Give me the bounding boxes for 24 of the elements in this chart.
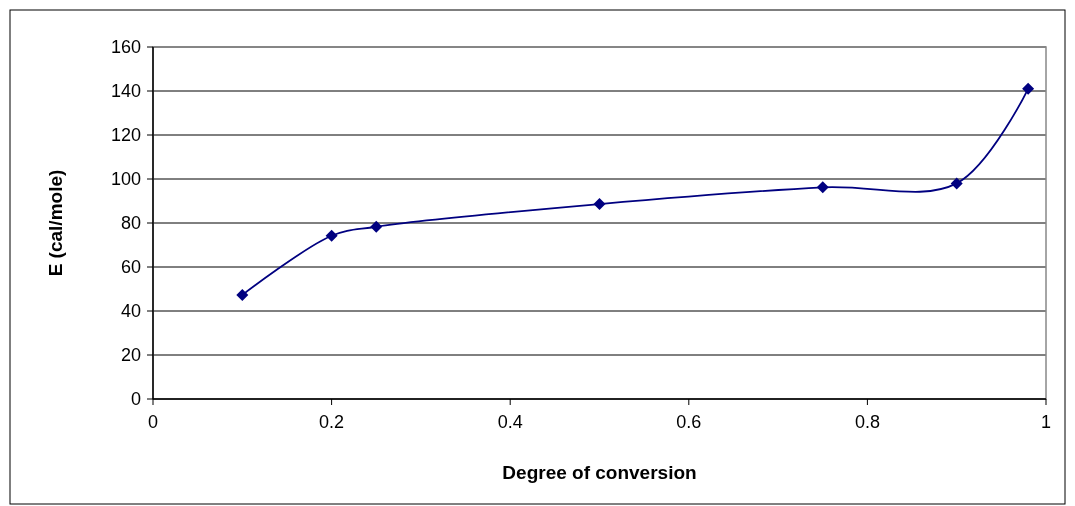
point bbox=[325, 229, 338, 242]
x-tick-label: 0.6 bbox=[676, 412, 702, 432]
point bbox=[593, 198, 606, 211]
point bbox=[236, 288, 249, 301]
x-tick-label: 0.4 bbox=[497, 412, 523, 432]
x-tick-label: 0 bbox=[147, 412, 159, 432]
y-tick-label: 80 bbox=[120, 213, 141, 234]
x-tick-label: 0.2 bbox=[319, 412, 345, 432]
y-tick-label: 0 bbox=[130, 389, 141, 410]
point bbox=[370, 220, 383, 233]
x-tick-label: 0.8 bbox=[854, 412, 880, 432]
y-tick-label: 100 bbox=[110, 169, 141, 190]
y-tick-label: 140 bbox=[110, 81, 141, 102]
point bbox=[1022, 82, 1035, 95]
y-axis-title: E (cal/mole) bbox=[45, 169, 66, 277]
y-tick-label: 40 bbox=[120, 301, 141, 322]
y-tick-label: 120 bbox=[110, 125, 141, 146]
point bbox=[950, 177, 963, 190]
x-tick-label: 1 bbox=[1040, 412, 1052, 432]
point bbox=[816, 181, 829, 194]
y-tick-label: 160 bbox=[110, 37, 141, 58]
y-tick-label: 20 bbox=[120, 345, 141, 366]
y-tick-label: 60 bbox=[120, 257, 141, 278]
x-axis-title: Degree of conversion bbox=[502, 462, 697, 483]
